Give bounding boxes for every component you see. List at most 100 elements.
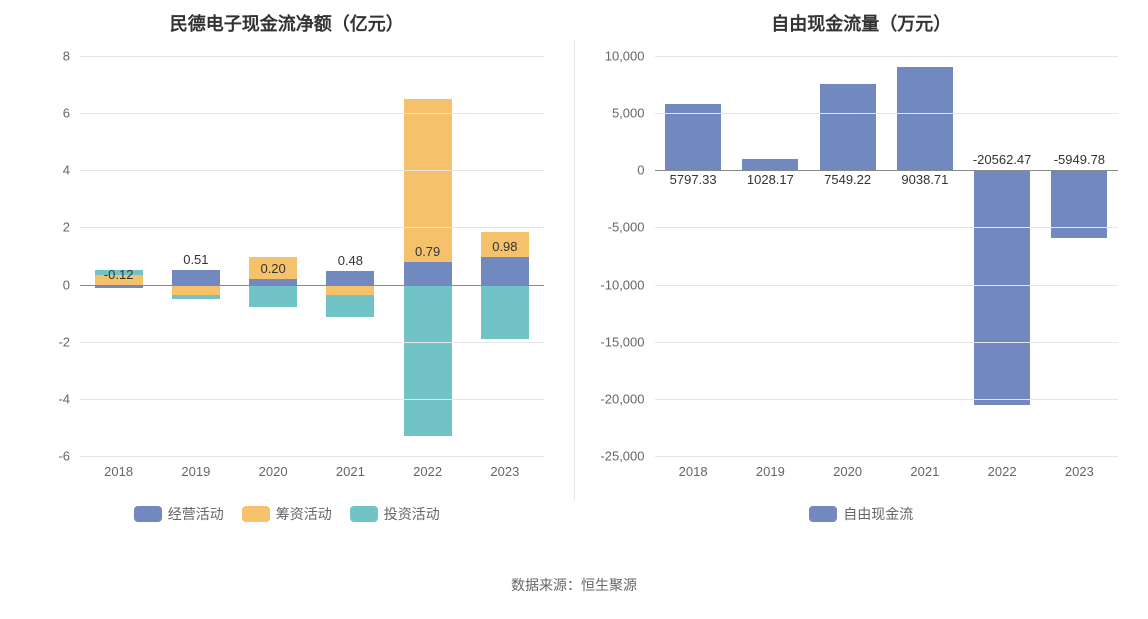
grid-line: [655, 113, 1119, 114]
x-tick-label: 2021: [886, 464, 963, 479]
grid-line: [80, 170, 544, 171]
bar-value-label: 0.48: [338, 253, 363, 268]
bar-value-label: -20562.47: [973, 152, 1032, 167]
bar-group: 5797.33: [655, 56, 732, 456]
grid-line: [80, 227, 544, 228]
grid-line: [80, 285, 544, 286]
bar: [974, 170, 1030, 405]
y-tick-label: -20,000: [600, 391, 644, 406]
grid-line: [655, 342, 1119, 343]
right-chart-title: 自由现金流量（万元）: [595, 10, 1129, 36]
x-tick-label: 2018: [655, 464, 732, 479]
grid-line: [655, 285, 1119, 286]
bar-group: 0.20: [235, 56, 312, 456]
legend-item: 自由现金流: [809, 504, 913, 524]
legend-label: 投资活动: [384, 504, 440, 524]
bar-segment: [481, 257, 529, 285]
right-bars-area: 5797.33 1028.17 7549.22 9038.71 -20562.47 -59…: [655, 56, 1119, 456]
left-chart-title: 民德电子现金流净额（亿元）: [20, 10, 554, 36]
y-tick-label: 4: [63, 163, 70, 178]
x-tick-label: 2019: [157, 464, 234, 479]
x-tick-label: 2021: [312, 464, 389, 479]
bar-group: 0.79: [389, 56, 466, 456]
left-chart-panel: 民德电子现金流净额（亿元） -6-4-202468 -0.120.510.200…: [0, 0, 574, 560]
grid-line: [80, 56, 544, 57]
grid-line: [655, 56, 1119, 57]
bar-segment: [404, 262, 452, 285]
x-tick-label: 2018: [80, 464, 157, 479]
x-tick-label: 2023: [466, 464, 543, 479]
legend-label: 筹资活动: [276, 504, 332, 524]
bar-value-label: 0.20: [260, 261, 285, 276]
legend-item: 投资活动: [350, 504, 440, 524]
y-tick-label: 0: [637, 163, 644, 178]
bar-segment: [404, 99, 452, 262]
bar-value-label: 0.79: [415, 244, 440, 259]
y-tick-label: -10,000: [600, 277, 644, 292]
grid-line: [80, 342, 544, 343]
left-x-axis: 201820192020202120222023: [80, 464, 544, 479]
bar-group: 0.48: [312, 56, 389, 456]
grid-line: [655, 227, 1119, 228]
bar-segment: [172, 295, 220, 299]
grid-line: [655, 399, 1119, 400]
bar-segment: [249, 285, 297, 308]
right-y-axis: -25,000-20,000-15,000-10,000-5,00005,000…: [595, 56, 650, 456]
y-tick-label: 2: [63, 220, 70, 235]
right-legend: 自由现金流: [595, 504, 1129, 524]
bar-group: -0.12: [80, 56, 157, 456]
bar-value-label: 9038.71: [901, 172, 948, 187]
legend-swatch: [242, 506, 270, 522]
bar-group: 0.51: [157, 56, 234, 456]
bar-value-label: 0.51: [183, 252, 208, 267]
left-y-axis: -6-4-202468: [20, 56, 75, 456]
bar-segment: [404, 285, 452, 436]
bar-segment: [326, 295, 374, 318]
bar-segment: [172, 270, 220, 285]
bar-segment: [481, 285, 529, 339]
right-plot-area: -25,000-20,000-15,000-10,000-5,00005,000…: [655, 56, 1119, 456]
grid-line: [80, 456, 544, 457]
x-tick-label: 2019: [732, 464, 809, 479]
y-tick-label: -2: [58, 334, 70, 349]
bar-group: 9038.71: [886, 56, 963, 456]
legend-swatch: [809, 506, 837, 522]
right-x-axis: 201820192020202120222023: [655, 464, 1119, 479]
bar: [742, 159, 798, 171]
x-tick-label: 2022: [964, 464, 1041, 479]
bar-group: 7549.22: [809, 56, 886, 456]
bar-value-label: 7549.22: [824, 172, 871, 187]
bar: [897, 67, 953, 170]
bar-segment: [326, 285, 374, 295]
charts-row: 民德电子现金流净额（亿元） -6-4-202468 -0.120.510.200…: [0, 0, 1148, 560]
left-bars-area: -0.12 0.51 0.20 0.48 0.79 0.98: [80, 56, 544, 456]
bar-value-label: 5797.33: [670, 172, 717, 187]
x-tick-label: 2022: [389, 464, 466, 479]
y-tick-label: -15,000: [600, 334, 644, 349]
legend-label: 自由现金流: [843, 504, 913, 524]
data-source-footer: 数据来源：恒生聚源: [0, 575, 1148, 595]
x-tick-label: 2023: [1041, 464, 1118, 479]
y-tick-label: 5,000: [612, 106, 645, 121]
bar-value-label: -5949.78: [1054, 152, 1105, 167]
legend-swatch: [134, 506, 162, 522]
grid-line: [80, 113, 544, 114]
bar: [820, 84, 876, 170]
bar-group: -20562.47: [964, 56, 1041, 456]
y-tick-label: 0: [63, 277, 70, 292]
bar-group: 1028.17: [732, 56, 809, 456]
bar-group: 0.98: [466, 56, 543, 456]
right-chart-panel: 自由现金流量（万元） -25,000-20,000-15,000-10,000-…: [575, 0, 1148, 560]
y-tick-label: -25,000: [600, 449, 644, 464]
bar-group: -5949.78: [1041, 56, 1118, 456]
y-tick-label: -5,000: [608, 220, 645, 235]
legend-swatch: [350, 506, 378, 522]
left-legend: 经营活动 筹资活动 投资活动: [20, 504, 554, 524]
bar-segment: [326, 271, 374, 285]
grid-line: [655, 170, 1119, 171]
bar-value-label: 0.98: [492, 239, 517, 254]
legend-label: 经营活动: [168, 504, 224, 524]
x-tick-label: 2020: [235, 464, 312, 479]
bar-segment: [172, 285, 220, 295]
y-tick-label: -4: [58, 391, 70, 406]
